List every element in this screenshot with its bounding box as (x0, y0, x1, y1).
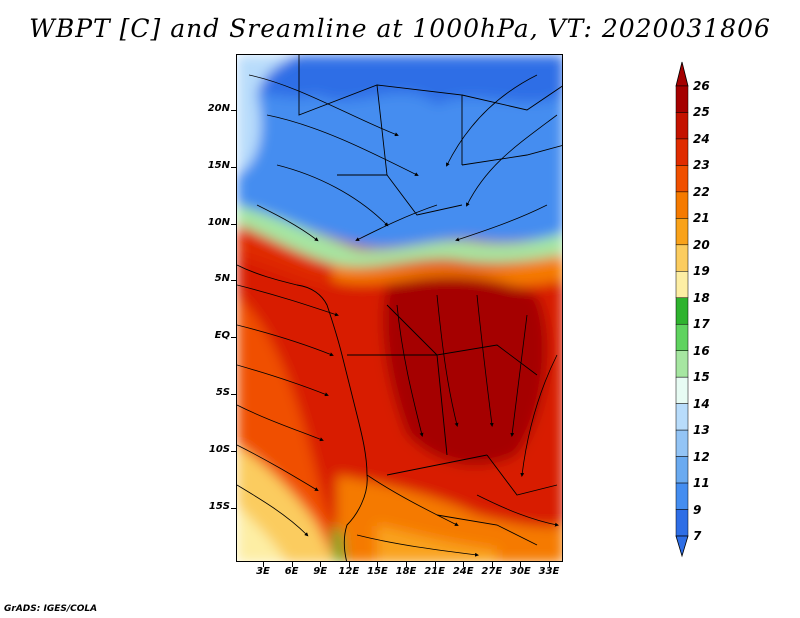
colorbar-swatch (675, 271, 689, 299)
colorbar-swatch (675, 244, 689, 272)
lon-tick-mark (520, 562, 522, 567)
lon-tick-label: 9E (313, 566, 328, 577)
colorbar-swatch (675, 456, 689, 484)
lon-tick-label: 3E (256, 566, 270, 577)
colorbar-label: 9 (693, 502, 702, 517)
lat-tick-mark (231, 223, 236, 225)
colorbar-label: 22 (693, 184, 710, 199)
lat-tick-mark (231, 166, 236, 168)
lon-tick-mark (549, 562, 550, 567)
colorbar-label: 13 (693, 423, 710, 438)
colorbar-swatch (675, 482, 689, 510)
lon-tick-mark (348, 562, 350, 567)
colorbar-swatch (675, 191, 689, 219)
colorbar-swatch (675, 403, 689, 431)
lon-tick-label: 6E (284, 566, 299, 577)
colorbar-label: 20 (693, 237, 710, 252)
colorbar-label: 18 (693, 290, 710, 305)
colorbar-label: 15 (693, 370, 710, 385)
colorbar-swatch (675, 350, 689, 378)
lat-tick-label: 20N (207, 103, 230, 114)
lon-tick-label: 12E (338, 566, 360, 577)
colorbar-min-arrow (675, 535, 689, 558)
lat-tick-mark (231, 280, 236, 282)
lat-tick-label: 10S (208, 443, 230, 455)
colorbar-swatch (675, 165, 689, 193)
map-title: WBPT [C] and Sreamline at 1000hPa, VT: 2… (29, 14, 771, 43)
colorbar-label: 19 (693, 264, 710, 279)
colorbar-label: 7 (693, 529, 702, 543)
colorbar-swatch (675, 376, 689, 404)
lon-tick-mark (406, 562, 407, 567)
colorbar-label: 26 (693, 79, 710, 93)
colorbar-label: 11 (693, 476, 710, 491)
colorbar (675, 61, 689, 558)
lat-tick-label: 5N (214, 273, 230, 285)
footer-credit: GrADS: IGES/COLA (4, 604, 98, 614)
colorbar-swatch (675, 138, 689, 166)
wbpt-map (236, 54, 563, 562)
colorbar-label: 23 (693, 158, 710, 173)
lon-tick-mark (377, 562, 379, 567)
colorbar-swatch (675, 429, 689, 457)
lon-tick-label: 18E (395, 566, 417, 577)
lon-tick-label: 24E (452, 566, 474, 577)
lon-tick-label: 27E (481, 566, 503, 577)
lat-tick-mark (231, 110, 236, 111)
colorbar-swatch (675, 297, 689, 325)
lon-tick-mark (291, 562, 293, 567)
colorbar-swatch (675, 509, 689, 537)
colorbar-label: 12 (693, 449, 710, 464)
colorbar-label: 16 (693, 343, 710, 358)
lon-tick-mark (320, 562, 322, 567)
lat-tick-mark (231, 394, 236, 395)
lon-tick-mark (491, 562, 493, 567)
lat-tick-label: 15N (207, 159, 230, 171)
lat-tick-label: EQ (214, 330, 230, 342)
lon-tick-mark (434, 562, 436, 567)
lat-tick-label: 10N (207, 216, 230, 228)
lon-tick-mark (263, 562, 264, 567)
lon-tick-mark (463, 562, 465, 567)
lon-tick-label: 33E (538, 566, 560, 577)
lat-tick-mark (231, 450, 236, 452)
lon-tick-label: 21E (424, 566, 445, 577)
colorbar-label: 21 (693, 211, 710, 226)
colorbar-swatch (675, 218, 689, 246)
lat-tick-label: 15S (208, 500, 230, 512)
colorbar-swatch (675, 323, 689, 351)
lat-tick-mark (231, 337, 236, 339)
colorbar-label: 17 (693, 317, 710, 332)
colorbar-label: 14 (693, 396, 710, 411)
colorbar-swatch (675, 112, 689, 140)
colorbar-label: 25 (693, 105, 710, 120)
colorbar-label: 24 (693, 131, 710, 146)
lon-tick-label: 15E (367, 566, 388, 577)
lat-tick-label: 5S (215, 387, 230, 398)
lon-tick-label: 30E (510, 566, 531, 577)
lat-tick-mark (231, 507, 236, 509)
colorbar-max-arrow (675, 61, 689, 87)
colorbar-swatch (675, 85, 689, 113)
